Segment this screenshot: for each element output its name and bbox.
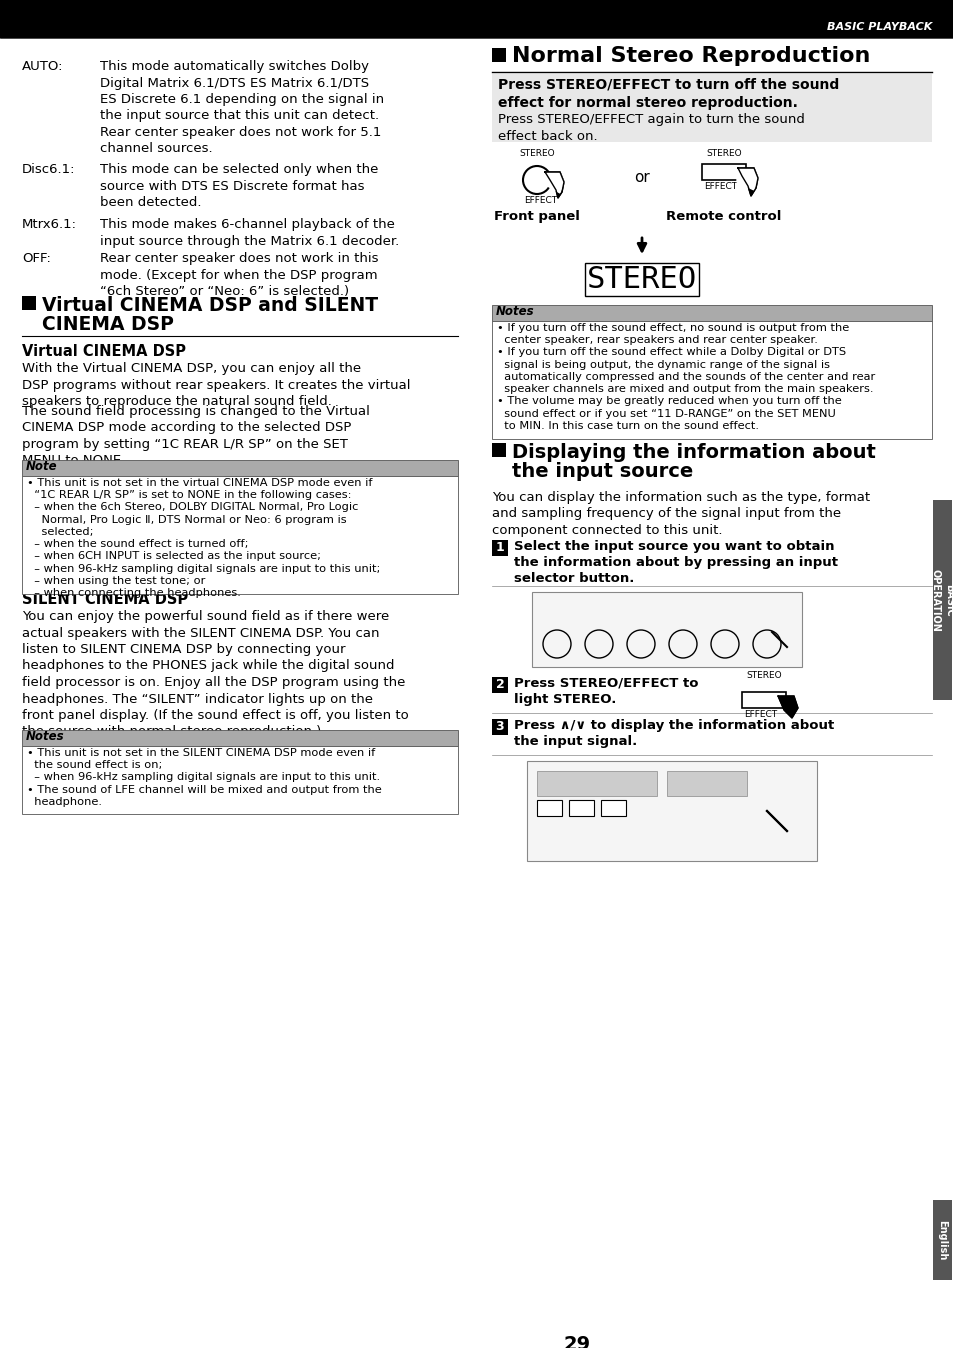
Text: This mode makes 6-channel playback of the
input source through the Matrix 6.1 de: This mode makes 6-channel playback of th… [100, 218, 399, 248]
Text: 29: 29 [563, 1335, 590, 1348]
Text: • If you turn off the sound effect, no sound is output from the
  center speaker: • If you turn off the sound effect, no s… [497, 324, 874, 431]
Text: Press ∧/∨ to display the information about
the input signal.: Press ∧/∨ to display the information abo… [514, 718, 833, 748]
Bar [492, 49, 505, 62]
Bar [492, 305, 931, 321]
Text: EFFECT: EFFECT [523, 195, 557, 205]
Text: Disc6.1:: Disc6.1: [22, 163, 75, 177]
Bar [526, 762, 816, 861]
Bar [0, 0, 953, 38]
Text: the input source: the input source [512, 462, 693, 481]
Text: AUTO:: AUTO: [22, 61, 64, 73]
Bar [492, 541, 507, 555]
Bar [568, 799, 594, 816]
Text: You can display the information such as the type, format
and sampling frequency : You can display the information such as … [492, 491, 869, 537]
Polygon shape [544, 173, 563, 198]
Text: STEREO: STEREO [518, 150, 555, 158]
Polygon shape [737, 168, 758, 190]
Bar [932, 1200, 951, 1281]
Bar [22, 476, 457, 594]
Text: Virtual CINEMA DSP and SILENT: Virtual CINEMA DSP and SILENT [42, 297, 377, 315]
Text: STEREO: STEREO [745, 671, 781, 679]
Bar [492, 677, 507, 693]
Text: Displaying the information about: Displaying the information about [512, 443, 875, 462]
Bar [600, 799, 625, 816]
Text: With the Virtual CINEMA DSP, you can enjoy all the
DSP programs without rear spe: With the Virtual CINEMA DSP, you can enj… [22, 363, 410, 408]
Text: The sound field processing is changed to the Virtual
CINEMA DSP mode according t: The sound field processing is changed to… [22, 404, 370, 468]
Text: OFF:: OFF: [22, 252, 51, 266]
Text: 2: 2 [496, 678, 504, 692]
Text: 1: 1 [496, 541, 504, 554]
Text: Select the input source you want to obtain
the information about by pressing an : Select the input source you want to obta… [514, 541, 837, 585]
Bar [492, 74, 931, 142]
Text: Virtual CINEMA DSP: Virtual CINEMA DSP [22, 344, 186, 359]
Text: Notes: Notes [496, 305, 534, 318]
Polygon shape [738, 168, 758, 195]
Bar [492, 321, 931, 439]
Text: This mode can be selected only when the
source with DTS ES Discrete format has
b: This mode can be selected only when the … [100, 163, 378, 209]
Bar [537, 799, 561, 816]
Text: Remote control: Remote control [665, 210, 781, 222]
Text: Notes: Notes [26, 731, 65, 743]
Text: Press STEREO/EFFECT to
light STEREO.: Press STEREO/EFFECT to light STEREO. [514, 677, 698, 706]
Text: You can enjoy the powerful sound field as if there were
actual speakers with the: You can enjoy the powerful sound field a… [22, 611, 408, 739]
Polygon shape [778, 696, 797, 718]
Bar [532, 592, 801, 667]
Bar [22, 297, 36, 310]
Text: EFFECT: EFFECT [703, 182, 737, 191]
Text: Mtrx6.1:: Mtrx6.1: [22, 218, 77, 231]
Text: Normal Stereo Reproduction: Normal Stereo Reproduction [512, 46, 869, 66]
Text: BASIC
OPERATION: BASIC OPERATION [930, 569, 953, 631]
Text: BASIC PLAYBACK: BASIC PLAYBACK [825, 22, 931, 32]
Bar [537, 771, 657, 797]
Text: Note: Note [26, 460, 57, 473]
Text: • This unit is not set in the virtual CINEMA DSP mode even if
  “1C REAR L/R SP”: • This unit is not set in the virtual CI… [27, 479, 380, 599]
Text: or: or [634, 170, 649, 186]
Bar [22, 460, 457, 476]
Polygon shape [543, 173, 563, 193]
Bar [492, 718, 507, 735]
Text: CINEMA DSP: CINEMA DSP [42, 315, 173, 334]
Text: STEREO: STEREO [705, 150, 741, 158]
Bar [741, 692, 785, 708]
Text: STEREO: STEREO [586, 266, 697, 294]
Text: EFFECT: EFFECT [743, 710, 777, 718]
Bar [932, 500, 951, 700]
Text: This mode automatically switches Dolby
Digital Matrix 6.1/DTS ES Matrix 6.1/DTS
: This mode automatically switches Dolby D… [100, 61, 384, 155]
Text: • This unit is not set in the SILENT CINEMA DSP mode even if
  the sound effect : • This unit is not set in the SILENT CIN… [27, 748, 381, 807]
Text: SILENT CINEMA DSP: SILENT CINEMA DSP [22, 592, 188, 607]
Bar [492, 443, 505, 457]
Bar [22, 731, 457, 745]
Bar [22, 745, 457, 814]
Bar [701, 164, 745, 181]
Text: Press STEREO/EFFECT again to turn the sound
effect back on.: Press STEREO/EFFECT again to turn the so… [497, 113, 804, 143]
Text: English: English [937, 1220, 946, 1260]
Text: Rear center speaker does not work in this
mode. (Except for when the DSP program: Rear center speaker does not work in thi… [100, 252, 378, 298]
Text: 3: 3 [496, 720, 504, 733]
Text: Press STEREO/EFFECT to turn off the sound
effect for normal stereo reproduction.: Press STEREO/EFFECT to turn off the soun… [497, 78, 839, 109]
Bar [666, 771, 746, 797]
Text: Front panel: Front panel [494, 210, 579, 222]
